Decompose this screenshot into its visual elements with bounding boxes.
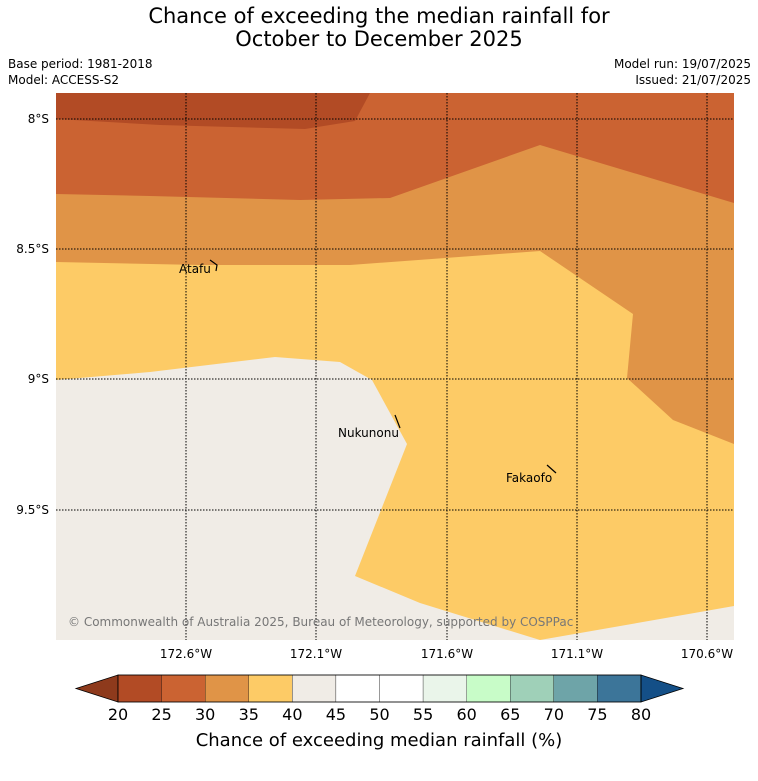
lon-label: 170.6°W [681,647,733,661]
colorbar-segment [117,674,162,703]
colorbar-tick-label: 30 [194,705,216,724]
lon-label: 172.6°W [160,647,212,661]
place-atafu: Atafu [179,262,211,276]
colorbar-title: Chance of exceeding median rainfall (%) [195,730,563,751]
colorbar-tick-label: 25 [151,705,172,724]
colorbar-segment [466,674,511,703]
colorbar-under-arrow [74,674,119,703]
band-25-30 [56,93,370,129]
colorbar-outline [117,674,642,703]
map-title-line2: October to December 2025 [235,27,523,51]
colorbar-segment [161,674,206,703]
lat-label: 8°S [28,112,49,126]
lon-label: 171.6°W [421,647,473,661]
colorbar-tick-label: 60 [456,705,477,724]
colorbar-segment [597,674,642,703]
place-fakaofo: Fakaofo [506,471,552,485]
lat-label: 8.5°S [16,242,49,256]
colorbar-tick-label: 70 [543,705,565,724]
colorbar-segment [292,674,337,703]
lon-label: 171.1°W [551,647,603,661]
colorbar-segment [553,674,598,703]
lat-label: 9°S [28,372,49,386]
map-area[interactable]: Atafu Nukunonu Fakaofo © Commonwealth of… [56,93,734,640]
colorbar-segment [335,674,380,703]
band-45-50-southeast [540,606,734,640]
colorbar-over-arrow [640,674,685,703]
islands [209,259,557,474]
colorbar-tick-label: 50 [369,705,390,724]
meta-left: Base period: 1981-2018 Model: ACCESS-S2 [8,56,153,88]
place-nukunonu: Nukunonu [338,426,399,440]
colorbar-segment [422,674,467,703]
map-title: Chance of exceeding the median rainfall … [0,5,758,51]
band-45-50 [56,357,540,640]
lat-labels: 8°S 8.5°S 9°S 9.5°S [16,112,49,517]
lon-labels: 172.6°W 172.1°W 171.6°W 171.1°W 170.6°W [160,647,733,661]
model-name: Model: ACCESS-S2 [8,73,120,87]
colorbar-tick-label: 20 [107,705,129,724]
model-run: Model run: 19/07/2025 [613,57,751,71]
colorbar-segment [205,674,249,703]
issued-date: Issued: 21/07/2025 [635,73,751,87]
meta-right: Model run: 19/07/2025 Issued: 21/07/2025 [614,56,751,88]
atafu-atoll [209,259,218,272]
graticule [56,93,734,640]
base-period: Base period: 1981-2018 [8,57,153,71]
colorbar-segment [510,674,554,703]
colorbar-segment [379,674,424,703]
colorbar-segment [248,674,293,703]
lat-label: 9.5°S [16,503,49,517]
fakaofo-atoll [546,464,557,474]
lon-label: 172.1°W [290,647,342,661]
band-45-50-south [56,558,190,640]
colorbar-tick-label: 40 [282,705,303,724]
map-title-line1: Chance of exceeding the median rainfall … [148,4,610,28]
colorbar-tick-label: 35 [238,705,259,724]
colorbar-tick-label: 80 [630,705,652,724]
colorbar-tick-label: 65 [500,705,521,724]
colorbar [74,674,685,703]
nukunonu-atoll [394,414,401,429]
colorbar-tick-label: 75 [587,705,608,724]
colorbar-tick-label: 45 [325,705,347,724]
copyright-notice: © Commonwealth of Australia 2025, Bureau… [68,615,573,629]
colorbar-tick-label: 55 [412,705,434,724]
